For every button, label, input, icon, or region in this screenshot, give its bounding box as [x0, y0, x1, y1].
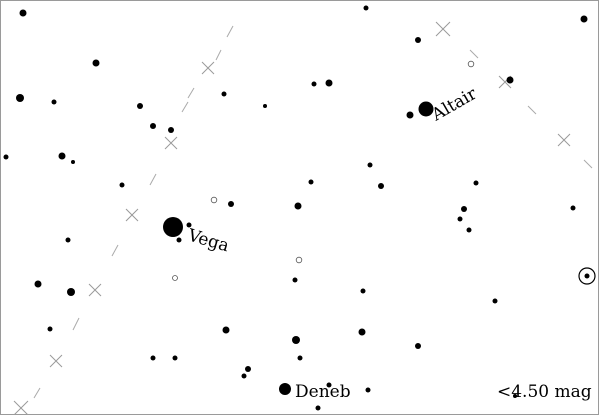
star — [308, 179, 314, 185]
star — [119, 182, 125, 188]
star — [150, 123, 156, 129]
star — [363, 5, 369, 11]
star — [58, 152, 66, 160]
deneb-star — [279, 383, 291, 395]
star — [137, 103, 143, 109]
grid-cross — [435, 21, 451, 37]
star — [150, 355, 156, 361]
star — [263, 104, 267, 108]
star — [360, 288, 366, 294]
star — [473, 180, 479, 186]
star — [358, 328, 366, 336]
variable-star-marker — [295, 256, 303, 264]
star — [92, 59, 100, 67]
star — [466, 227, 472, 233]
deneb-label: Deneb — [295, 382, 351, 402]
star — [34, 280, 42, 288]
grid-dash — [181, 101, 189, 113]
star — [245, 366, 251, 372]
magnitude-limit-label: <4.50 mag — [497, 382, 592, 402]
star — [172, 355, 178, 361]
grid-dash — [72, 317, 80, 331]
star — [3, 154, 9, 160]
star — [457, 216, 463, 222]
grid-cross — [49, 354, 63, 368]
grid-dash — [527, 105, 537, 115]
star — [186, 222, 192, 228]
star — [406, 111, 414, 119]
star — [222, 326, 230, 334]
star — [292, 336, 300, 344]
star — [51, 99, 57, 105]
star — [47, 326, 53, 332]
star — [315, 405, 321, 411]
star — [297, 355, 303, 361]
star — [65, 237, 71, 243]
star — [228, 201, 234, 207]
star — [19, 9, 27, 17]
vega-star — [163, 217, 183, 237]
star — [292, 277, 298, 283]
star — [16, 94, 24, 102]
grid-cross — [557, 133, 571, 147]
star — [176, 237, 182, 243]
star — [415, 37, 421, 43]
star — [570, 205, 576, 211]
grid-dash — [149, 173, 157, 186]
star — [311, 81, 317, 87]
star — [461, 206, 467, 212]
star — [221, 91, 227, 97]
grid-cross — [125, 208, 139, 222]
star — [506, 76, 514, 84]
ringed-object-center — [584, 273, 590, 279]
grid-dash — [226, 25, 234, 38]
altair-star — [418, 101, 434, 117]
grid-dash — [469, 49, 479, 59]
star — [294, 202, 302, 210]
grid-cross — [164, 136, 178, 150]
grid-dash — [33, 387, 41, 399]
variable-star-marker — [172, 275, 178, 281]
star — [415, 343, 421, 349]
star — [168, 127, 174, 133]
grid-dash — [215, 49, 222, 61]
star — [378, 183, 384, 189]
star — [326, 382, 332, 388]
grid-cross — [88, 283, 102, 297]
star — [365, 387, 371, 393]
grid-dashed-line — [33, 25, 593, 399]
star — [513, 394, 517, 398]
star — [67, 288, 75, 296]
ringed-object-marker — [578, 267, 596, 285]
grid-cross-marks — [13, 21, 571, 415]
grid-dash — [111, 244, 119, 257]
grid-dash — [583, 159, 593, 169]
star — [325, 79, 333, 87]
star — [367, 162, 373, 168]
grid-cross — [13, 400, 29, 415]
variable-star-marker — [467, 60, 475, 68]
star — [580, 15, 588, 23]
variable-star-marker — [210, 196, 218, 204]
grid-dash — [187, 87, 195, 99]
star — [71, 160, 75, 164]
grid-cross — [201, 61, 215, 75]
hollow-star-markers — [172, 60, 475, 281]
star — [492, 298, 498, 304]
star-field — [3, 5, 588, 411]
star — [241, 373, 247, 379]
